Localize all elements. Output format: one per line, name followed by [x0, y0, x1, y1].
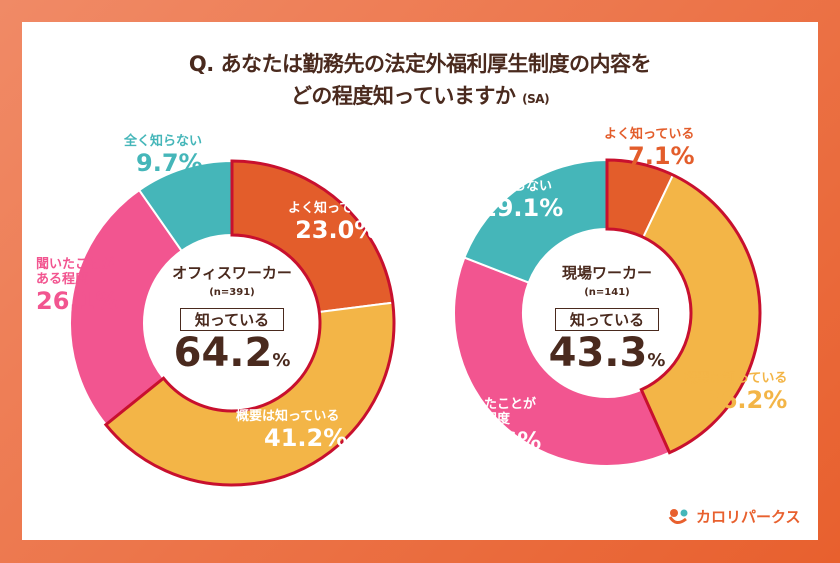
title-line-1: Q. あなたは勤務先の法定外福利厚生制度の内容を	[188, 52, 652, 76]
known-outline	[605, 158, 762, 455]
sample-size: (n=391)	[209, 287, 255, 298]
slice-label: 全く知らない 19.1%	[474, 179, 564, 222]
logo-icon	[668, 508, 688, 524]
group-name: オフィスワーカー	[172, 264, 292, 282]
slice-聞いたことがある程度	[69, 188, 184, 427]
title-text: どの程度知っていますか	[290, 84, 516, 108]
slice-label: 概要は知っている 41.2%	[236, 409, 348, 452]
logo: カロリパークス	[668, 506, 801, 527]
title-suffix: (SA)	[522, 92, 550, 106]
slice-label: 概要は知っている 36.2%	[684, 371, 788, 414]
sample-size: (n=141)	[584, 287, 630, 298]
known-outline	[103, 159, 396, 487]
slice-label: よく知っている 7.1%	[604, 127, 695, 170]
slice-label: よく知っている 23.0%	[288, 201, 379, 244]
center-office: オフィスワーカー (n=391) 知っている 64.2%	[152, 262, 312, 375]
summary-value: 43.3%	[548, 330, 666, 376]
slice-label: 全く知らない 9.7%	[124, 134, 203, 177]
slice-label: 聞いたことがある程度 37.6%	[458, 397, 542, 455]
summary-label: 知っている	[554, 308, 660, 331]
slice-label: 聞いたことがある程度 26.1%	[36, 257, 120, 315]
group-name: 現場ワーカー	[561, 264, 652, 282]
title-line-2: どの程度知っていますか (SA)	[0, 80, 840, 110]
summary-value: 64.2%	[173, 330, 291, 376]
slice-聞いたことがある程度	[453, 256, 671, 467]
center-field: 現場ワーカー (n=141) 知っている 43.3%	[527, 262, 687, 375]
logo-text: カロリパークス	[696, 508, 801, 526]
summary-label: 知っている	[179, 308, 285, 331]
